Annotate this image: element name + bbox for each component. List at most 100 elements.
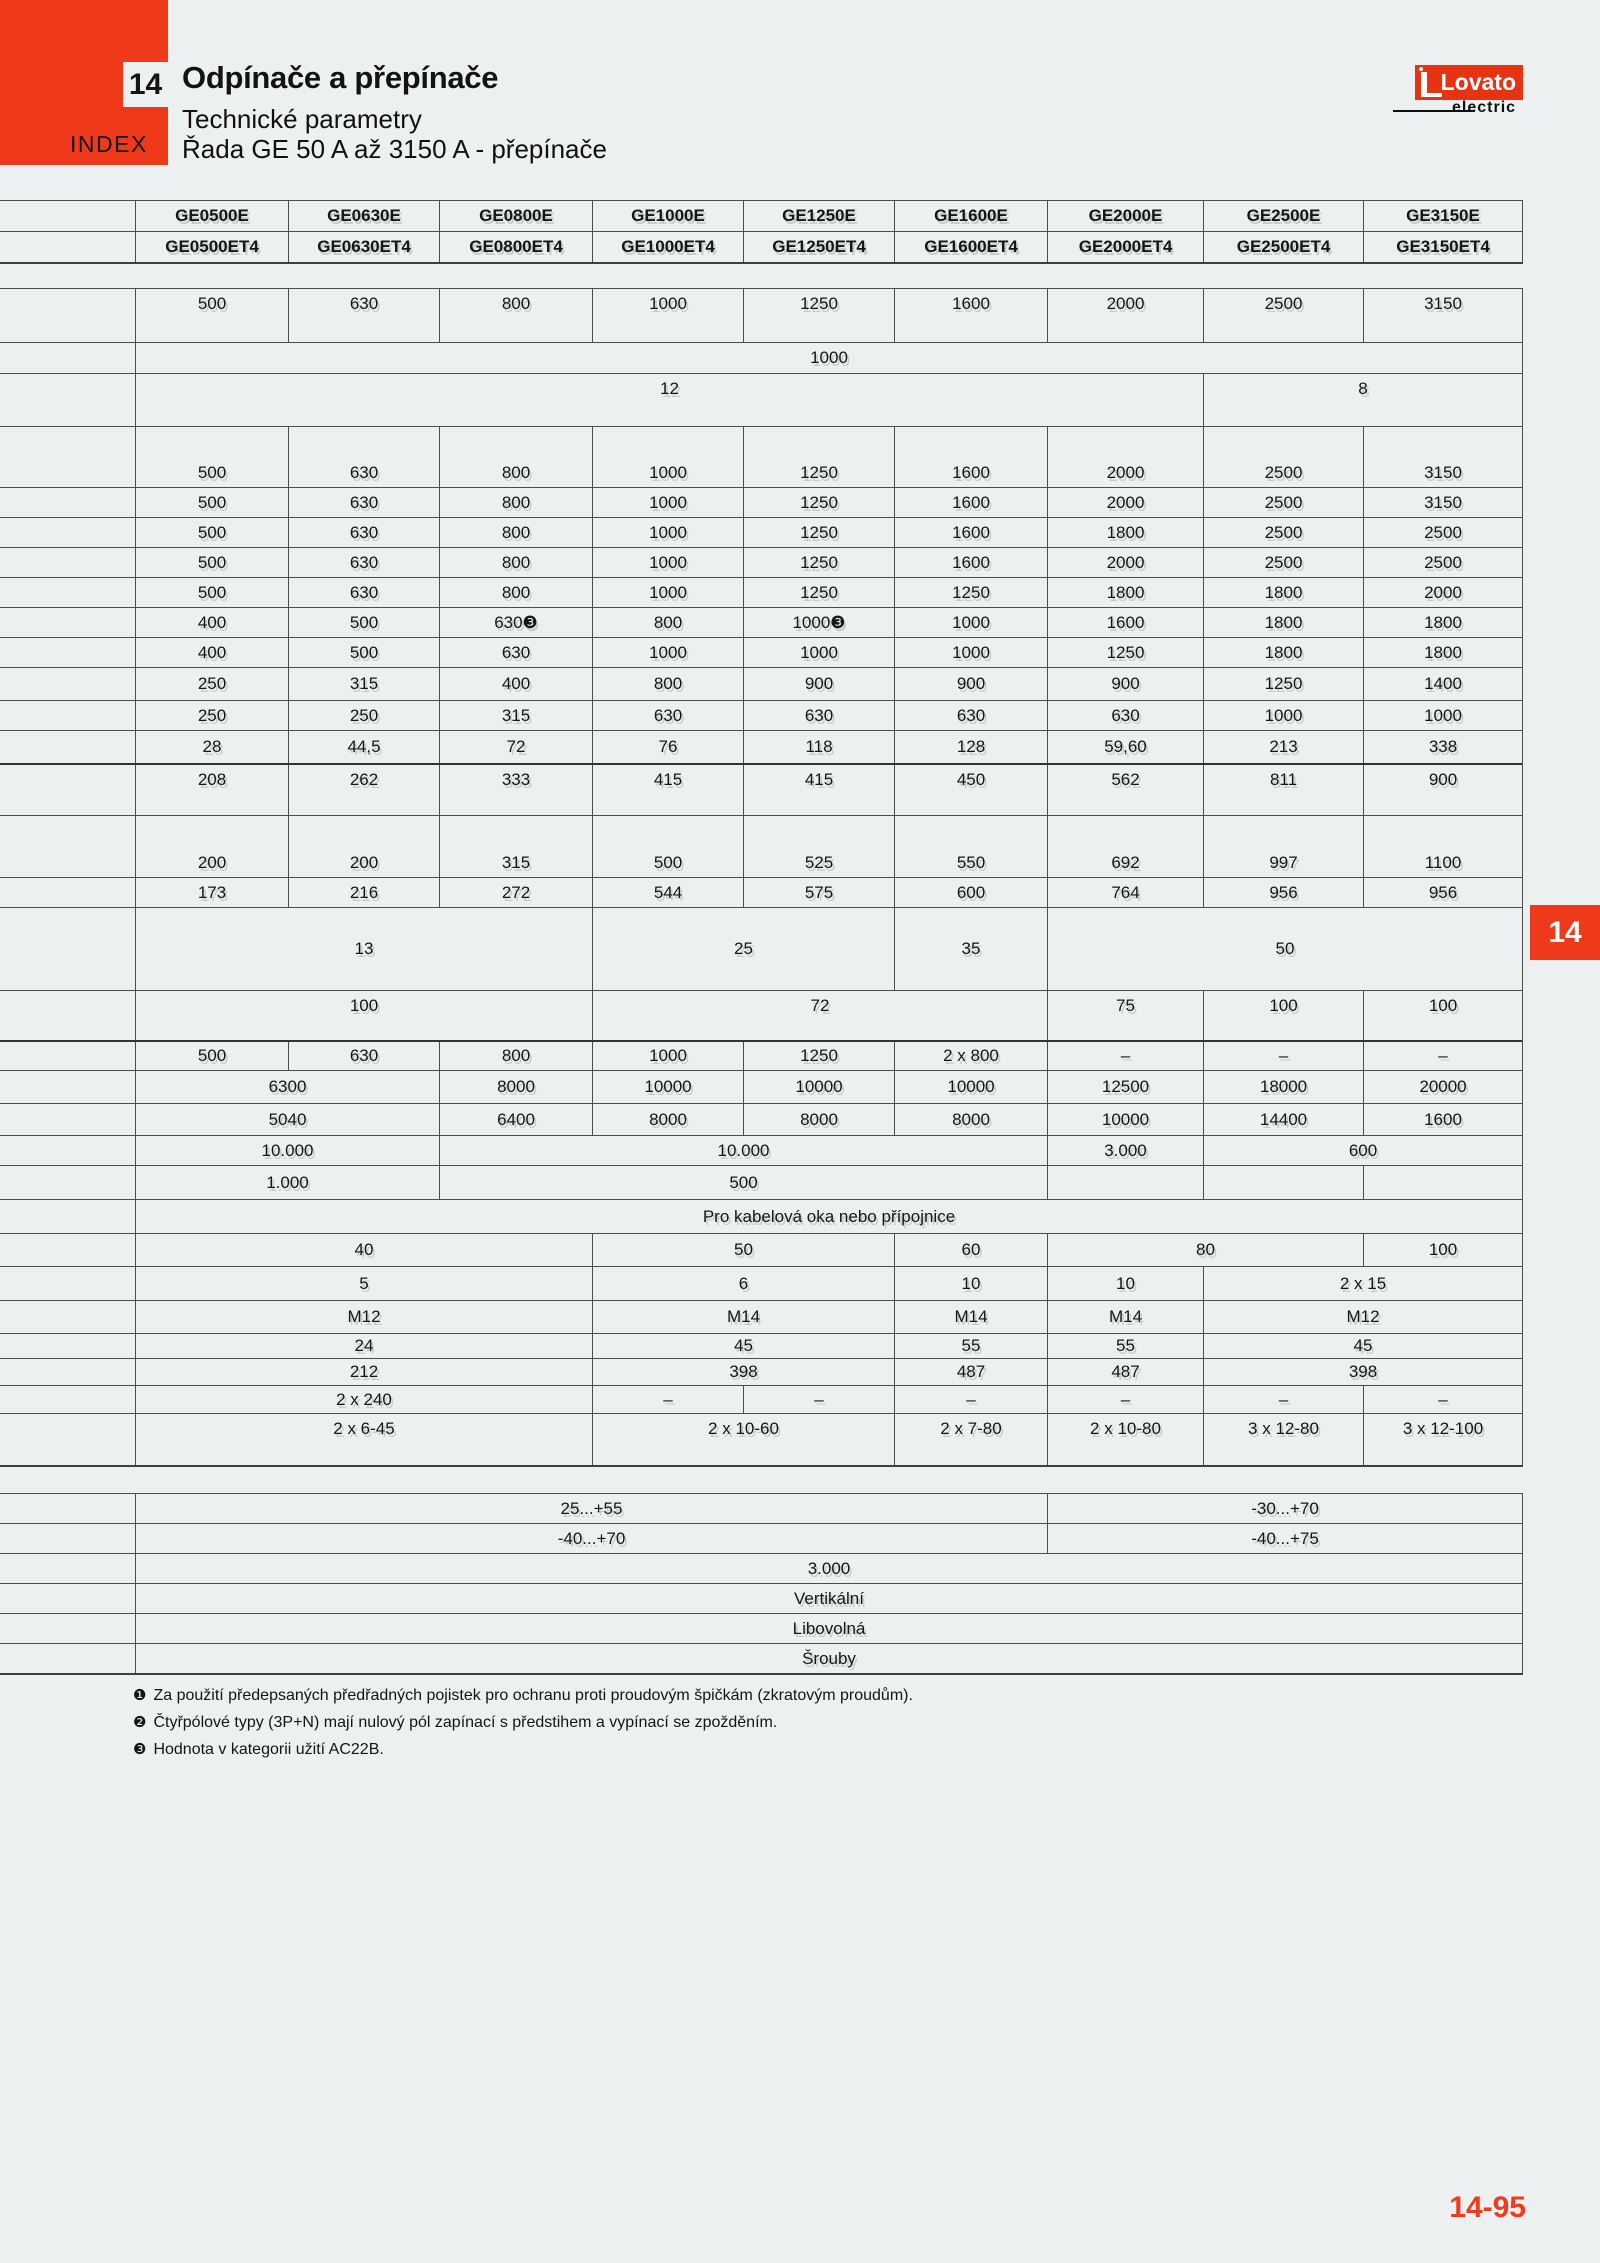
table-cell: 500	[288, 608, 439, 637]
table-cell: 173	[135, 878, 288, 907]
table-cell: GE0800E	[439, 201, 592, 231]
table-cell: 200	[135, 816, 288, 877]
table-cell: 630	[288, 578, 439, 607]
table-cell-text: 35	[961, 939, 981, 958]
table-cell: 1000	[592, 427, 743, 487]
table-cell: 1000	[592, 488, 743, 517]
table-cell: 575	[743, 878, 894, 907]
table-cell-text: 315	[501, 853, 531, 872]
table-cell: 2500	[1203, 427, 1363, 487]
table-cell: Libovolná	[135, 1614, 1522, 1643]
table-row: 100 72 75 100 100	[0, 990, 1522, 1040]
table-cell: Šrouby	[135, 1644, 1522, 1673]
table-row: 500 630 800 1000 1250 1600 1800 2500 2500	[0, 517, 1522, 547]
table-cell: 500	[592, 816, 743, 877]
table-cell: 800	[439, 488, 592, 517]
table-cell: Pro kabelová oka nebo přípojnice	[135, 1200, 1522, 1233]
table-row: 400 500 630 1000 1000 1000 1250 1800 1800	[0, 637, 1522, 667]
table-row: GE0500E GE0630E GE0800E GE1000E GE1250E GE160…	[0, 200, 1522, 231]
table-cell-text: 200	[197, 853, 227, 872]
table-cell-text: 2 x 800	[943, 1046, 999, 1065]
table-cell-text: 1600	[952, 294, 990, 313]
table-cell-text: Libovolná	[792, 1618, 866, 1638]
table-cell-text: 55	[961, 1336, 981, 1355]
table-cell-text: 8000	[800, 1109, 838, 1129]
table-cell: 18000	[1203, 1071, 1363, 1103]
table-cell-text: 2500	[1264, 463, 1303, 482]
table-cell: GE0800ET4	[439, 232, 592, 262]
table-cell-text: 8000	[952, 1109, 990, 1129]
table-cell-text: GE0500E	[175, 206, 249, 225]
table-cell: 1100	[1363, 816, 1522, 877]
table-cell: 100	[1363, 1234, 1522, 1266]
table-cell-text: 100	[1428, 996, 1458, 1015]
table-cell: 3 x 12-80	[1203, 1414, 1363, 1465]
table-cell-text: 8000	[497, 1077, 535, 1096]
table-cell: 550	[894, 816, 1047, 877]
table-cell-text: 450	[956, 770, 986, 789]
table-cell: GE2500ET4	[1203, 232, 1363, 262]
table-cell-text: 800	[501, 522, 531, 542]
table-cell: 250	[135, 668, 288, 700]
table-cell-text: 2500	[1264, 522, 1303, 542]
table-cell-text: 900	[804, 674, 834, 693]
table-cell: 1800	[1203, 608, 1363, 637]
table-cell: 5	[135, 1267, 592, 1300]
table-row: 173 216 272 544 575 600 764 956 956	[0, 877, 1522, 907]
table-cell: 398	[592, 1359, 894, 1385]
table-cell-text: 1250	[1264, 674, 1303, 693]
table-cell: 1000	[894, 638, 1047, 667]
table-cell: 212	[135, 1359, 592, 1385]
table-cell: 315	[288, 668, 439, 700]
table-cell-text: 1800	[1424, 642, 1462, 662]
page-subtitle-2: Řada GE 50 A až 3150 A - přepínače	[182, 134, 607, 164]
table-cell: 487	[1047, 1359, 1203, 1385]
table-cell: 250	[288, 701, 439, 730]
table-cell: 28	[135, 731, 288, 763]
table-cell-text: 128	[956, 737, 986, 756]
table-cell: M14	[592, 1301, 894, 1333]
table-cell: 1000	[894, 608, 1047, 637]
table-cell: 76	[592, 731, 743, 763]
table-cell-text: 630	[1111, 705, 1140, 725]
table-cell-text: 630	[349, 294, 379, 313]
table-cell: 10000	[894, 1071, 1047, 1103]
table-cell-text: GE2000ET4	[1078, 237, 1173, 256]
table-cell: 55	[1047, 1334, 1203, 1358]
table-cell-text: 10000	[1101, 1109, 1150, 1129]
table-cell-text: 415	[804, 770, 834, 789]
table-cell-text: 72	[506, 737, 526, 756]
table-cell: 12	[135, 374, 1203, 426]
table-cell-text: 800	[501, 582, 531, 602]
table-cell: 2500	[1203, 548, 1363, 577]
table-cell: 400	[135, 608, 288, 637]
chapter-number-box: 14	[123, 62, 168, 107]
table-cell-text: 55	[1116, 1336, 1135, 1355]
table-cell: 50	[592, 1234, 894, 1266]
table-cell: 2000	[1047, 488, 1203, 517]
table-cell: 1250	[743, 488, 894, 517]
table-cell: GE1000E	[592, 201, 743, 231]
table-cell-text: Pro kabelová oka nebo přípojnice	[702, 1206, 956, 1226]
table-cell: 1600	[894, 518, 1047, 547]
table-cell: 10000	[592, 1071, 743, 1103]
table-cell: 2000	[1047, 289, 1203, 342]
table-cell: 1000	[135, 343, 1522, 373]
table-cell-text: 1000	[649, 463, 687, 482]
table-cell: 2000	[1363, 578, 1522, 607]
table-cell: 10.000	[439, 1136, 1047, 1165]
table-cell-text: 25...+55	[560, 1498, 623, 1518]
table-cell-text: 2000	[1106, 294, 1145, 313]
table-cell-text: 10	[1116, 1273, 1135, 1293]
table-cell-text: 1000	[952, 612, 990, 632]
footnote-text: Za použití předepsaných předřadných poji…	[153, 1687, 913, 1704]
table-cell: –	[592, 1386, 743, 1413]
table-cell-text: 2000	[1424, 582, 1462, 602]
table-cell-text: 1000	[952, 642, 990, 662]
table-cell-text: 398	[729, 1362, 758, 1381]
table-cell-text: 600	[956, 882, 986, 902]
table-cell: 2 x 15	[1203, 1267, 1522, 1300]
table-cell-text: 1800	[1106, 582, 1145, 602]
table-cell: 1000	[592, 289, 743, 342]
table-cell: 20000	[1363, 1071, 1522, 1103]
